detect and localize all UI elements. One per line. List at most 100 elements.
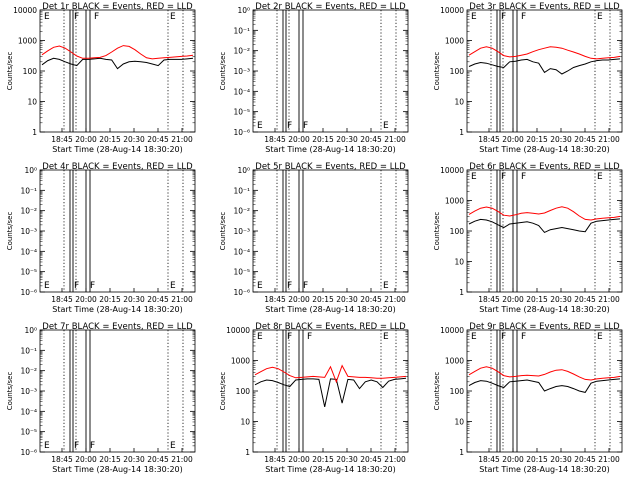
- y-tick-label: 10⁰: [24, 326, 37, 335]
- time-marker-label: E: [44, 281, 50, 291]
- events-series-line: [468, 218, 621, 234]
- x-tick-label: 20:30: [550, 135, 572, 144]
- y-tick-label: 10⁻²: [20, 367, 37, 376]
- y-tick-label: 1000: [445, 357, 464, 366]
- time-marker-label: F: [521, 12, 526, 22]
- time-marker-label: F: [94, 12, 99, 22]
- plot-frame: [39, 169, 196, 293]
- lld-series-line: [468, 46, 621, 60]
- y-axis-label: Counts/sec: [433, 372, 441, 411]
- y-tick-label: 10⁻⁵: [233, 268, 250, 277]
- y-tick-label: 10⁻³: [20, 227, 37, 236]
- panel-title: Det 7r BLACK = Events, RED = LLD: [42, 322, 193, 332]
- time-marker-label: E: [471, 172, 477, 182]
- y-tick-label: 100: [23, 67, 38, 76]
- x-tick-label: 21:00: [171, 455, 193, 464]
- x-tick-label: 20:30: [123, 455, 145, 464]
- y-tick-label: 1000: [445, 197, 464, 206]
- x-tick-label: 18:45: [478, 135, 500, 144]
- panel-title: Det 3r BLACK = Events, RED = LLD: [469, 2, 620, 12]
- x-tick-label: 18:45: [478, 295, 500, 304]
- y-tick-label: 10: [454, 418, 464, 427]
- y-tick-label: 10: [454, 258, 464, 267]
- plot-frame: [466, 9, 623, 133]
- time-marker-label: F: [303, 121, 308, 131]
- events-series-line: [41, 57, 194, 70]
- x-axis-label: Start Time (28-Aug-14 18:30:20): [479, 305, 610, 314]
- y-tick-label: 1: [459, 288, 464, 297]
- y-axis-label: Counts/sec: [433, 52, 441, 91]
- chart-panel-4: Det 4r BLACK = Events, RED = LLD 10⁻⁶ 10⁻⁵…: [6, 162, 196, 314]
- y-axis-label: Counts/sec: [219, 212, 227, 251]
- time-marker-label: F: [287, 332, 292, 342]
- x-tick-label: 21:00: [384, 295, 406, 304]
- time-marker-label: F: [74, 441, 79, 451]
- panel-title: Det 6r BLACK = Events, RED = LLD: [469, 162, 620, 172]
- y-tick-label: 10⁻⁶: [233, 128, 250, 137]
- y-tick-label: 10: [27, 98, 37, 107]
- y-tick-label: 1: [459, 448, 464, 457]
- y-tick-label: 10⁻³: [20, 387, 37, 396]
- chart-panel-1: Det 1r BLACK = Events, RED = LLD 1 10 100 10…: [6, 2, 196, 154]
- plot-frame: [466, 169, 623, 293]
- y-tick-label: 100: [450, 387, 465, 396]
- x-tick-label: 21:00: [598, 455, 620, 464]
- x-tick-label: 20:00: [75, 295, 97, 304]
- y-tick-label: 1: [459, 128, 464, 137]
- time-marker-label: E: [257, 281, 263, 291]
- time-marker-label: F: [521, 332, 526, 342]
- y-tick-label: 10⁻⁶: [233, 288, 250, 297]
- y-tick-label: 10⁰: [237, 166, 250, 175]
- x-tick-label: 18:45: [51, 295, 73, 304]
- x-tick-label: 20:00: [288, 455, 310, 464]
- y-tick-label: 10: [240, 418, 250, 427]
- x-tick-label: 20:15: [99, 295, 121, 304]
- y-axis-label: Counts/sec: [219, 372, 227, 411]
- y-tick-label: 10000: [440, 326, 464, 335]
- time-marker-label: E: [170, 281, 176, 291]
- y-tick-label: 10⁻¹: [233, 26, 250, 35]
- y-tick-label: 10⁰: [24, 166, 37, 175]
- x-tick-label: 20:45: [574, 455, 596, 464]
- x-tick-label: 20:30: [550, 455, 572, 464]
- y-tick-label: 1: [245, 448, 250, 457]
- x-tick-label: 20:45: [147, 135, 169, 144]
- x-tick-label: 20:15: [526, 135, 548, 144]
- time-marker-label: E: [257, 332, 263, 342]
- y-tick-label: 1000: [18, 37, 37, 46]
- time-marker-label: F: [287, 281, 292, 291]
- x-tick-label: 18:45: [264, 135, 286, 144]
- y-tick-label: 10⁻²: [233, 207, 250, 216]
- panel-title: Det 5r BLACK = Events, RED = LLD: [255, 162, 406, 172]
- panel-title: Det 8r BLACK = Events, RED = LLD: [255, 322, 406, 332]
- x-tick-label: 18:45: [478, 455, 500, 464]
- y-tick-label: 10⁻⁴: [20, 247, 37, 256]
- x-tick-label: 20:45: [360, 295, 382, 304]
- time-marker-label: F: [74, 12, 79, 22]
- y-tick-label: 10⁻¹: [20, 346, 37, 355]
- x-tick-label: 18:45: [264, 455, 286, 464]
- plot-frame: [252, 9, 409, 133]
- x-tick-label: 20:15: [99, 135, 121, 144]
- time-marker-label: F: [90, 281, 95, 291]
- y-tick-label: 10⁻³: [233, 67, 250, 76]
- y-tick-label: 10⁻⁴: [20, 407, 37, 416]
- x-tick-label: 20:00: [75, 135, 97, 144]
- panel-title: Det 4r BLACK = Events, RED = LLD: [42, 162, 193, 172]
- y-axis-label: Counts/sec: [6, 372, 14, 411]
- y-tick-label: 1000: [231, 357, 250, 366]
- plot-frame: [252, 169, 409, 293]
- events-series-line: [468, 378, 621, 393]
- time-marker-label: E: [597, 172, 603, 182]
- time-marker-label: F: [287, 121, 292, 131]
- x-tick-label: 20:00: [502, 135, 524, 144]
- x-tick-label: 20:30: [336, 455, 358, 464]
- chart-panel-8: Det 8r BLACK = Events, RED = LLD 1 10 100 10…: [219, 322, 409, 474]
- x-tick-label: 20:45: [574, 295, 596, 304]
- x-tick-label: 20:15: [312, 295, 334, 304]
- events-series-line: [468, 58, 621, 75]
- lld-series-line: [41, 45, 194, 60]
- y-axis-label: Counts/sec: [433, 212, 441, 251]
- chart-panel-3: Det 3r BLACK = Events, RED = LLD 1 10 100 10…: [433, 2, 623, 154]
